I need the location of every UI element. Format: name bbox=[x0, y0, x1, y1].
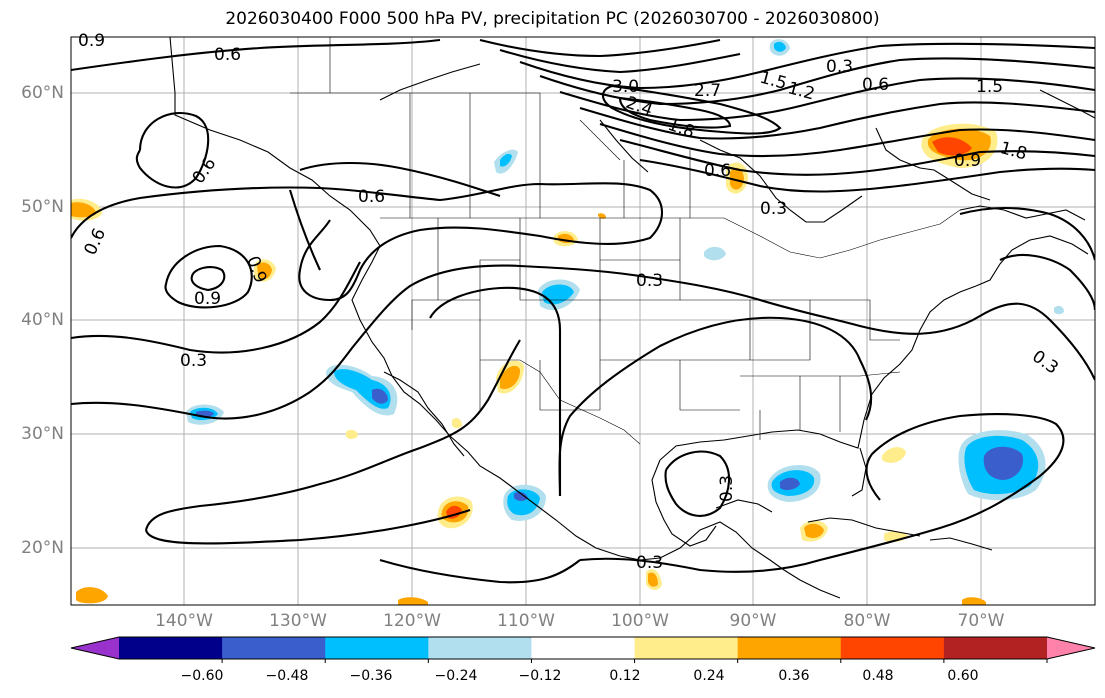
precip-area bbox=[500, 153, 512, 167]
longitude-label: 130°W bbox=[269, 611, 327, 631]
latitude-label: 40°N bbox=[21, 310, 64, 330]
colorbar-segment bbox=[119, 637, 223, 659]
latitude-label: 20°N bbox=[21, 538, 64, 558]
precip-area bbox=[932, 137, 972, 156]
contour-label: 1.5 bbox=[758, 68, 789, 94]
contour-label: 0.6 bbox=[704, 161, 731, 181]
precip-area bbox=[452, 418, 462, 429]
colorbar-segment bbox=[634, 637, 739, 659]
precip-area bbox=[346, 429, 358, 439]
colorbar-tick-label: 0.60 bbox=[947, 668, 979, 684]
contour-label: 0.3 bbox=[760, 199, 787, 219]
precip-area bbox=[730, 167, 744, 190]
precip-area bbox=[882, 447, 906, 463]
contour-label: 0.3 bbox=[180, 351, 207, 371]
pv-contours bbox=[71, 38, 1095, 584]
contour-label: 0.3 bbox=[826, 57, 853, 77]
precip-area bbox=[983, 446, 1024, 480]
precipitation-shading bbox=[71, 39, 1064, 605]
colorbar-tick-label: 0.48 bbox=[862, 668, 894, 684]
longitude-label: 110°W bbox=[497, 611, 555, 631]
political-borders bbox=[290, 37, 961, 445]
colorbar-tick-label: 0.36 bbox=[778, 668, 810, 684]
latitude-label: 50°N bbox=[21, 197, 64, 217]
precip-area bbox=[372, 388, 388, 404]
precip-area bbox=[648, 572, 658, 587]
colorbar-tick-label: −0.24 bbox=[434, 668, 478, 684]
colorbar-segment bbox=[428, 637, 532, 659]
contour-label: 0.9 bbox=[194, 289, 221, 309]
longitude-label: 80°W bbox=[843, 611, 891, 631]
contour-label: 0.3 bbox=[717, 475, 737, 502]
colorbar-tick-label: −0.48 bbox=[265, 668, 309, 684]
precip-area bbox=[500, 365, 520, 390]
contour-label: 3.0 bbox=[612, 77, 639, 97]
contour-label: 0.9 bbox=[954, 151, 981, 171]
contour-label: 0.3 bbox=[1028, 347, 1062, 379]
colorbar-extend-min bbox=[71, 637, 119, 659]
longitude-label: 140°W bbox=[155, 611, 213, 631]
precip-area bbox=[398, 597, 428, 605]
colorbar-tick-label: −0.60 bbox=[180, 668, 224, 684]
colorbar-tick-label: 0.24 bbox=[693, 668, 725, 684]
colorbar-segment bbox=[531, 637, 636, 659]
longitude-label: 120°W bbox=[383, 611, 441, 631]
colorbar-segment bbox=[737, 637, 842, 659]
coastlines bbox=[169, 37, 1095, 599]
latitude-label: 60°N bbox=[21, 83, 64, 103]
colorbar-tick-label: −0.36 bbox=[349, 668, 393, 684]
colorbar-outline bbox=[70, 636, 1096, 660]
contour-label: 0.6 bbox=[81, 225, 111, 258]
precip-area bbox=[804, 523, 824, 538]
latitude-label: 30°N bbox=[21, 424, 64, 444]
precip-area bbox=[514, 491, 528, 501]
contour-label: 0.3 bbox=[636, 553, 663, 573]
precip-area bbox=[704, 246, 726, 261]
contour-label: 0.6 bbox=[358, 187, 385, 207]
precip-area bbox=[774, 41, 786, 52]
gridlines bbox=[71, 37, 1095, 605]
contour-label: 1.5 bbox=[976, 77, 1003, 97]
precip-area bbox=[71, 202, 96, 218]
colorbar-segment bbox=[325, 637, 429, 659]
colorbar-segment bbox=[840, 637, 945, 659]
precip-area bbox=[257, 262, 272, 279]
contour-label: 0.6 bbox=[189, 154, 221, 188]
map-frame bbox=[70, 36, 1096, 606]
precip-area bbox=[76, 587, 108, 604]
colorbar-extend-max bbox=[1047, 637, 1095, 659]
precip-area bbox=[780, 477, 800, 491]
map-title: 2026030400 F000 500 hPa PV, precipitatio… bbox=[225, 9, 880, 29]
colorbar-tick-label: 0.12 bbox=[609, 668, 641, 684]
precip-area bbox=[962, 597, 986, 605]
precip-area bbox=[1054, 305, 1064, 315]
colorbar bbox=[70, 636, 1096, 663]
contour-label: 0.6 bbox=[862, 75, 889, 95]
colorbar-segment bbox=[943, 637, 1048, 659]
colorbar-segment bbox=[222, 637, 326, 659]
longitude-label: 70°W bbox=[957, 611, 1005, 631]
contour-label: 0.9 bbox=[78, 31, 105, 51]
contour-label: 0.6 bbox=[214, 45, 241, 65]
contour-label: 1.8 bbox=[998, 138, 1029, 164]
contour-label: 0.3 bbox=[636, 271, 663, 291]
longitude-label: 90°W bbox=[729, 611, 777, 631]
longitude-label: 100°W bbox=[611, 611, 669, 631]
colorbar-tick-label: −0.12 bbox=[518, 668, 562, 684]
contour-label: 1.2 bbox=[786, 78, 817, 104]
precip-area bbox=[598, 213, 606, 219]
precip-area bbox=[542, 284, 574, 305]
contour-label: 2.7 bbox=[694, 81, 721, 101]
